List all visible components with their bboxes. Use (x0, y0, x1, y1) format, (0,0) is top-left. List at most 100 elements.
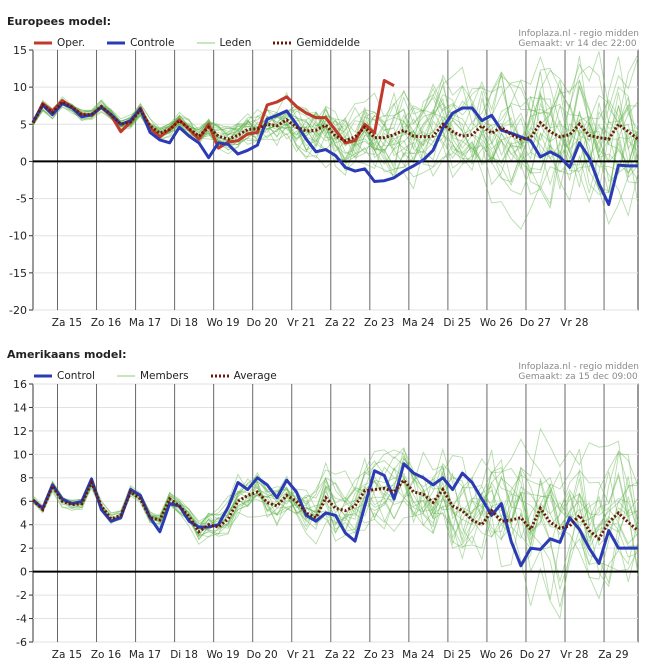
member-line (32, 453, 639, 542)
member-line (32, 85, 639, 195)
legend-gfs: Control Members Average (34, 370, 299, 382)
x-day-label: Di 18 (170, 317, 198, 329)
y-tick-label: 16 (13, 378, 27, 391)
y-tick-label: 6 (20, 495, 27, 508)
legend-swatch-gemiddelde (273, 41, 292, 45)
x-day-label: Wo 26 (480, 649, 513, 661)
y-tick-label: 5 (20, 118, 27, 131)
legend-item-members[interactable]: Members (116, 370, 189, 382)
member-line (32, 449, 639, 580)
legend-item-controle[interactable]: Controle (107, 37, 175, 49)
panel-title-ecmwf: Europees model: (7, 15, 112, 28)
x-day-label: Do 20 (247, 317, 278, 329)
x-day-label: Ma 24 (402, 649, 435, 661)
legend-item-oper[interactable]: Oper. (34, 37, 85, 49)
x-day-label: Ma 17 (129, 317, 161, 329)
panel-title-gfs: Amerikaans model: (7, 348, 127, 361)
legend-swatch-oper (34, 41, 52, 45)
y-tick-label: -10 (9, 230, 27, 243)
x-day-label: Wo 19 (207, 649, 240, 661)
y-tick-label: 10 (13, 81, 27, 94)
legend-item-gemiddelde[interactable]: Gemiddelde (273, 37, 360, 49)
y-tick-label: -6 (16, 636, 27, 649)
y-tick-label: -20 (9, 304, 27, 317)
created-line: Gemaakt: vr 14 dec 22:00 (518, 39, 637, 49)
x-day-label: Zo 16 (91, 649, 122, 661)
x-day-label: Wo 26 (480, 317, 513, 329)
series-line-control (32, 462, 638, 568)
x-day-label: Vr 28 (560, 317, 588, 329)
series-line-average (31, 477, 639, 542)
legend-ecmwf: Oper. Controle Leden Gemiddelde (34, 37, 382, 49)
x-day-label: Vr 21 (287, 317, 315, 329)
x-day-label: Zo 23 (364, 317, 394, 329)
x-day-label: Za 15 (52, 649, 82, 661)
y-tick-label: 4 (20, 519, 27, 532)
member-line (32, 92, 639, 193)
legend-item-control[interactable]: Control (34, 370, 95, 382)
x-day-label: Vr 28 (560, 649, 588, 661)
y-tick-label: 12 (13, 425, 27, 438)
y-tick-label: -4 (16, 613, 27, 626)
source-line: Infoplaza.nl - regio midden (518, 29, 639, 39)
x-day-label: Do 27 (520, 317, 551, 329)
legend-label: Leden (219, 37, 252, 49)
legend-label: Oper. (57, 37, 86, 49)
legend-label: Gemiddelde (296, 37, 360, 49)
legend-swatch-leden (196, 42, 215, 44)
source-line: Infoplaza.nl - regio midden (518, 362, 639, 372)
x-day-label: Di 25 (443, 649, 471, 661)
member-line (32, 83, 639, 218)
legend-item-average[interactable]: Average (210, 370, 277, 382)
x-day-label: Do 20 (247, 649, 278, 661)
y-tick-label: 2 (20, 542, 27, 555)
legend-item-leden[interactable]: Leden (196, 37, 252, 49)
y-tick-label: 10 (13, 448, 27, 461)
y-tick-label: -2 (16, 589, 27, 602)
legend-label: Members (139, 370, 189, 382)
legend-label: Average (233, 370, 277, 382)
y-tick-label: 0 (20, 566, 27, 579)
legend-swatch-members (116, 375, 135, 377)
source-note-gfs: Infoplaza.nl - regio midden Gemaakt: za … (518, 362, 639, 382)
x-day-label: Zo 16 (91, 317, 122, 329)
x-day-label: Do 27 (520, 649, 551, 661)
member-line (32, 462, 639, 620)
y-tick-label: 0 (20, 155, 27, 168)
member-line (32, 57, 639, 167)
x-day-label: Di 18 (170, 649, 198, 661)
legend-swatch-controle (107, 41, 126, 45)
x-day-label: Za 22 (325, 317, 355, 329)
created-line: Gemaakt: za 15 dec 09:00 (518, 372, 638, 382)
y-tick-label: 14 (13, 401, 27, 414)
y-tick-label: 15 (13, 44, 27, 57)
member-line (32, 447, 639, 585)
legend-swatch-average (210, 374, 229, 378)
member-line (32, 75, 639, 191)
x-day-label: Za 22 (325, 649, 355, 661)
x-day-label: Za 15 (52, 317, 82, 329)
member-line (32, 84, 639, 187)
ecmwf-chart: -20 -15 -10 -5 0 5 10 15 Za 15 Zo 16 Ma 17 Di 18 Wo … (9, 44, 639, 329)
x-day-label: Ma 24 (402, 317, 435, 329)
x-day-label: Zo 23 (364, 649, 394, 661)
source-note-ecmwf: Infoplaza.nl - regio midden Gemaakt: vr … (518, 29, 639, 49)
x-day-label: Wo 19 (207, 317, 240, 329)
x-day-label: Za 29 (598, 649, 628, 661)
legend-label: Controle (130, 37, 175, 49)
member-line (32, 55, 639, 164)
y-tick-label: 8 (20, 472, 27, 485)
x-day-label: Di 25 (443, 317, 471, 329)
y-tick-label: -5 (16, 193, 27, 206)
member-line (32, 93, 639, 195)
x-day-label: Ma 17 (129, 649, 161, 661)
plot-frame (32, 49, 639, 311)
y-tick-label: -15 (9, 267, 27, 280)
member-line (32, 80, 639, 175)
legend-swatch-control (34, 374, 52, 378)
series-line-controle (31, 101, 638, 207)
legend-label: Control (57, 370, 95, 382)
x-day-label: Vr 21 (287, 649, 315, 661)
member-line (32, 427, 639, 533)
